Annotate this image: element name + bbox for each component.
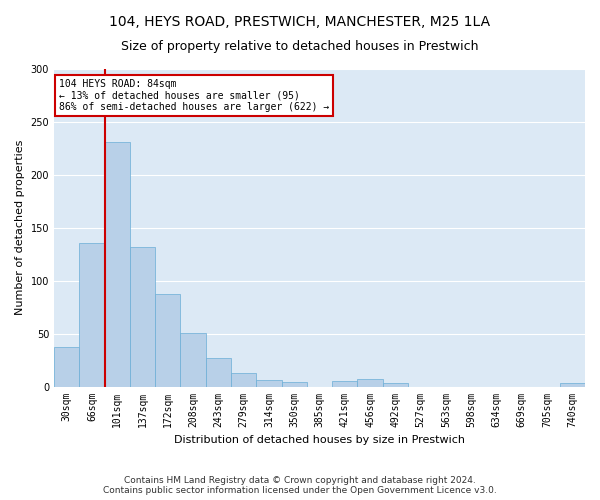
Bar — [79, 242, 104, 386]
Bar — [560, 384, 585, 386]
Bar — [256, 380, 281, 386]
Bar — [104, 142, 130, 386]
Bar — [281, 382, 307, 386]
Y-axis label: Number of detached properties: Number of detached properties — [15, 140, 25, 316]
Bar — [358, 379, 383, 386]
Bar — [383, 384, 408, 386]
Text: Contains HM Land Registry data © Crown copyright and database right 2024.
Contai: Contains HM Land Registry data © Crown c… — [103, 476, 497, 495]
Text: 104, HEYS ROAD, PRESTWICH, MANCHESTER, M25 1LA: 104, HEYS ROAD, PRESTWICH, MANCHESTER, M… — [109, 15, 491, 29]
Bar — [130, 247, 155, 386]
Bar — [206, 358, 231, 386]
Bar — [231, 373, 256, 386]
Text: Size of property relative to detached houses in Prestwich: Size of property relative to detached ho… — [121, 40, 479, 53]
Bar — [155, 294, 181, 386]
Bar — [54, 348, 79, 387]
X-axis label: Distribution of detached houses by size in Prestwich: Distribution of detached houses by size … — [174, 435, 465, 445]
Text: 104 HEYS ROAD: 84sqm
← 13% of detached houses are smaller (95)
86% of semi-detac: 104 HEYS ROAD: 84sqm ← 13% of detached h… — [59, 78, 329, 112]
Bar — [181, 332, 206, 386]
Bar — [332, 382, 358, 386]
